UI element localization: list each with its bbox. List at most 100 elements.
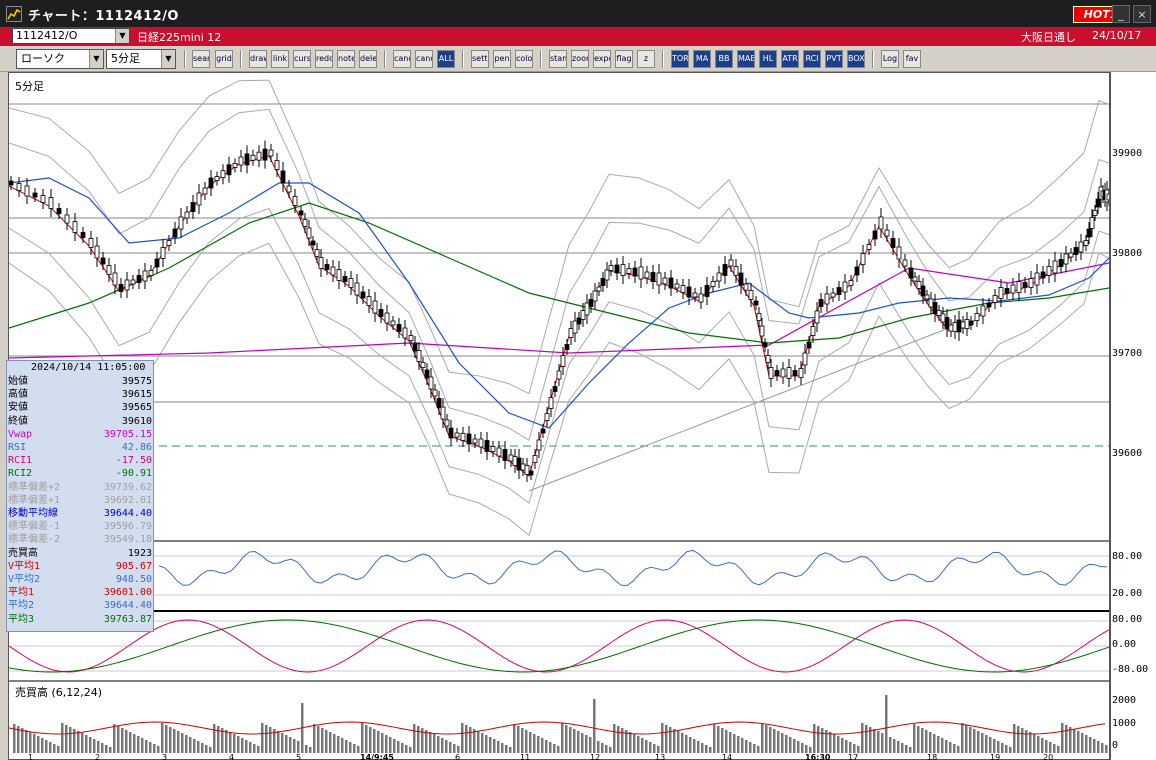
candle-body (762, 342, 768, 348)
volume-bar (769, 727, 772, 753)
volume-bar (557, 746, 560, 753)
candle-body (568, 328, 574, 338)
candle-body (916, 281, 922, 289)
volume-bar (337, 736, 340, 753)
chevron-down-icon[interactable]: ▼ (115, 29, 129, 43)
redo-tool-button[interactable]: redo (315, 50, 333, 68)
volume-bar (765, 725, 768, 753)
volume-bar (981, 733, 984, 753)
chart-type-select[interactable]: ローソク ▼ (16, 49, 104, 69)
volume-bar (725, 730, 728, 753)
data-row: 売買高 1923 (8, 547, 154, 560)
log-tool-button[interactable]: Log (881, 50, 899, 68)
volume-bar (929, 732, 932, 753)
candle-body (1063, 253, 1069, 265)
link-tool-button[interactable]: link (271, 50, 289, 68)
close-button[interactable]: × (1133, 5, 1151, 23)
volume-bar (357, 746, 360, 753)
chart-canvas[interactable]: 5分足 (8, 72, 1110, 760)
candle-b-tool-button[interactable]: candle-b (415, 50, 433, 68)
candle-body (324, 264, 330, 270)
data-row-label: V平均1 (8, 560, 41, 572)
volume-bar (249, 742, 252, 753)
candle-body (604, 269, 610, 281)
candle-body (802, 352, 808, 366)
candle-body (912, 276, 918, 282)
volume-bar (801, 743, 804, 753)
chevron-down-icon[interactable]: ▼ (89, 50, 103, 68)
tor-tool-button[interactable]: TOR (671, 50, 689, 68)
draw-tool-button[interactable]: draw (249, 50, 267, 68)
data-row: 高値 39615 (8, 388, 154, 401)
candle-body (220, 170, 226, 179)
candle-body (512, 456, 518, 466)
candle-body (226, 164, 232, 176)
candle-a-tool-button[interactable]: candle-a (393, 50, 411, 68)
color-tool-button[interactable]: color (515, 50, 533, 68)
volume-bar (697, 741, 700, 753)
period-value: 5分足 (111, 52, 140, 65)
candle-body (318, 257, 324, 269)
pvt-tool-button[interactable]: PVT (825, 50, 843, 68)
candle-body (148, 270, 154, 276)
note-tool-button[interactable]: note (337, 50, 355, 68)
box-tool-button[interactable]: BOX (847, 50, 865, 68)
data-row: 標準偏差-1 39596.79 (8, 520, 154, 533)
candle-body (286, 185, 292, 193)
volume-bar (269, 727, 272, 753)
symbol-select[interactable]: 1112412/O ▼ (12, 28, 130, 44)
period-select[interactable]: 5分足 ▼ (106, 49, 176, 69)
volume-bar (401, 743, 404, 753)
candle-body (524, 465, 530, 475)
atr-tool-button[interactable]: ATR (781, 50, 799, 68)
rci-tool-button[interactable]: RCI (803, 50, 821, 68)
stamp-tool-button[interactable]: stamp (549, 50, 567, 68)
fav-tool-button[interactable]: fav (903, 50, 921, 68)
zoom-tool-button[interactable]: zoom (571, 50, 589, 68)
data-row-label: 標準偏差+2 (8, 481, 61, 493)
export-tool-button[interactable]: export (593, 50, 611, 68)
volume-bar (1025, 730, 1028, 753)
volume-bar (705, 745, 708, 753)
data-row-label: 標準偏差-1 (8, 521, 61, 533)
flag-tool-button[interactable]: flag (615, 50, 633, 68)
all-tool-button[interactable]: ALL (437, 50, 455, 68)
minimize-button[interactable]: _ (1112, 5, 1130, 23)
vol-tick: 2000 (1112, 695, 1137, 706)
delete-tool-button[interactable]: delete (359, 50, 377, 68)
volume-bar (889, 737, 892, 753)
mae-tool-button[interactable]: MAE (737, 50, 755, 68)
cursor-tool-button[interactable]: cursor (293, 50, 311, 68)
candle-body (360, 291, 366, 299)
ma-tool-button[interactable]: MA (693, 50, 711, 68)
bb-tool-button[interactable]: BB (715, 50, 733, 68)
volume-bar (193, 739, 196, 753)
chevron-down-icon[interactable]: ▼ (161, 50, 175, 68)
candle-body (16, 183, 22, 191)
hl-tool-button[interactable]: HL (759, 50, 777, 68)
volume-bar (993, 739, 996, 753)
candle-body (728, 259, 734, 267)
volume-bar (621, 728, 624, 753)
volume-bar (1021, 728, 1024, 753)
candle-body (544, 413, 550, 421)
data-row-label: 平均2 (8, 600, 35, 612)
candle-body (238, 156, 244, 166)
candle-body (759, 325, 765, 337)
volume-bar (821, 728, 824, 753)
price-chart-svg[interactable] (9, 73, 1109, 759)
x-axis-tick: 12 (590, 753, 601, 760)
candle-body (986, 302, 992, 308)
candle-body (686, 286, 692, 298)
candle-body (516, 457, 522, 471)
settings-tool-button[interactable]: settings (471, 50, 489, 68)
price-tick: 39900 (1112, 148, 1143, 159)
volume-bar (713, 724, 716, 753)
pen-tool-button[interactable]: pen (493, 50, 511, 68)
candle-body (262, 148, 268, 161)
z-tool-button[interactable]: z (637, 50, 655, 68)
grid-tool-button[interactable]: grid (215, 50, 233, 68)
volume-bar (877, 731, 880, 753)
vol-tick: 0 (1112, 740, 1119, 751)
search-tool-button[interactable]: search (192, 50, 210, 68)
